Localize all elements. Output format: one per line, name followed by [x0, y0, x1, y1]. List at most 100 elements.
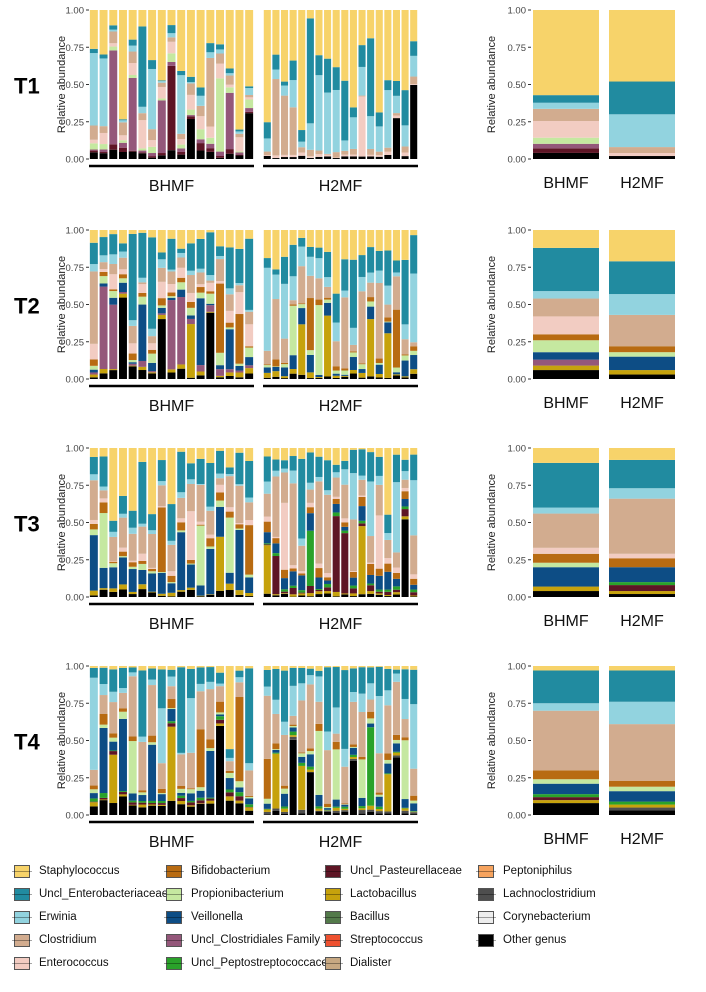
- sample-bar-h2mf-segment: [298, 303, 306, 305]
- sample-bar-h2mf-segment: [410, 41, 418, 56]
- legend-label: Bacillus: [350, 911, 390, 923]
- sample-bar-bhmf-segment: [235, 377, 244, 379]
- sample-bar-h2mf-segment: [272, 158, 280, 159]
- y-axis-label: Relative abundance: [56, 474, 68, 571]
- sample-bar-bhmf-segment: [225, 68, 234, 74]
- sample-bar-bhmf-segment: [109, 536, 118, 562]
- sample-bar-h2mf-segment: [315, 591, 323, 595]
- sample-bar-h2mf-segment: [392, 374, 401, 376]
- sample-bar-bhmf-segment: [128, 805, 137, 815]
- sample-bar-bhmf-segment: [138, 553, 147, 561]
- sample-bar-bhmf-segment: [138, 366, 147, 371]
- mean-bar-h2mf-segment: [609, 780, 675, 787]
- sample-bar-bhmf-segment: [196, 525, 205, 586]
- timepoint-label: T3: [14, 512, 40, 537]
- sample-bar-h2mf-segment: [367, 272, 375, 283]
- sample-bar-h2mf-segment: [263, 809, 271, 812]
- sample-bar-bhmf-segment: [118, 274, 127, 279]
- sample-bar-bhmf-segment: [138, 284, 147, 293]
- sample-bar-bhmf-segment: [216, 10, 225, 45]
- mean-bar-bhmf-segment: [533, 143, 599, 149]
- sample-bar-bhmf-segment: [196, 595, 205, 597]
- sample-bar-bhmf-segment: [235, 529, 244, 591]
- sample-bar-bhmf-segment: [118, 666, 127, 668]
- sample-bar-bhmf-segment: [206, 800, 215, 804]
- mean-bar-h2mf-segment: [609, 585, 675, 592]
- y-tick-label: 0.00: [508, 375, 527, 386]
- sample-bar-h2mf-segment: [349, 747, 357, 755]
- sample-bar-h2mf-segment: [280, 811, 289, 814]
- sample-bar-bhmf-segment: [148, 448, 157, 515]
- sample-bar-h2mf-segment: [341, 811, 349, 815]
- sample-bar-bhmf-segment: [99, 230, 108, 238]
- sample-bar-h2mf-segment: [263, 230, 271, 259]
- mean-bar-bhmf-segment: [533, 591, 599, 597]
- sample-bar-bhmf-segment: [128, 676, 137, 737]
- sample-bar-bhmf-segment: [225, 92, 234, 150]
- sample-bar-h2mf-segment: [349, 701, 357, 745]
- sample-bar-h2mf-segment: [375, 10, 383, 113]
- sample-bar-bhmf-segment: [99, 724, 108, 728]
- sample-bar-h2mf-segment: [384, 763, 392, 774]
- sample-bar-bhmf-segment: [196, 596, 205, 597]
- sample-bar-bhmf-segment: [109, 50, 118, 145]
- sample-bar-h2mf-segment: [410, 595, 418, 597]
- sample-bar-bhmf-segment: [245, 324, 254, 347]
- sample-bar-h2mf-segment: [392, 739, 401, 744]
- sample-bar-bhmf-segment: [206, 681, 215, 690]
- sample-bar-bhmf-segment: [206, 750, 215, 798]
- sample-bar-h2mf-segment: [298, 324, 306, 375]
- sample-bar-h2mf-segment: [289, 107, 297, 155]
- legend-item: Lachnoclostridium: [476, 885, 596, 903]
- sample-bar-h2mf-segment: [298, 545, 306, 572]
- sample-bar-h2mf-segment: [315, 374, 323, 378]
- sample-bar-bhmf-segment: [186, 275, 195, 293]
- sample-bar-bhmf-segment: [167, 230, 176, 239]
- sample-bar-h2mf-segment: [341, 469, 349, 485]
- sample-bar-bhmf-segment: [118, 243, 127, 252]
- sample-bar-h2mf-segment: [315, 481, 323, 564]
- sample-bar-bhmf-segment: [118, 257, 127, 270]
- sample-bar-bhmf-segment: [89, 271, 98, 344]
- y-tick-label: 0.00: [66, 375, 85, 386]
- sample-bar-h2mf-segment: [332, 472, 340, 478]
- sample-bar-bhmf-segment: [186, 324, 195, 378]
- sample-bar-h2mf-segment: [367, 319, 375, 377]
- sample-bar-h2mf-segment: [410, 584, 418, 590]
- sample-bar-bhmf-segment: [216, 255, 225, 260]
- sample-bar-h2mf-segment: [392, 260, 401, 273]
- sample-bar-h2mf-segment: [401, 360, 409, 377]
- mean-bar-bhmf-segment: [533, 291, 599, 299]
- sample-bar-h2mf-segment: [341, 80, 349, 141]
- sample-bar-bhmf-segment: [245, 311, 254, 325]
- sample-bar-h2mf-segment: [410, 589, 418, 593]
- sample-bar-h2mf-segment: [298, 571, 306, 574]
- sample-bar-h2mf-segment: [289, 300, 297, 305]
- y-axis-label: Relative abundance: [486, 692, 498, 789]
- legend-item: Bacillus: [323, 908, 390, 926]
- sample-bar-bhmf-segment: [99, 276, 108, 284]
- sample-bar-bhmf-segment: [138, 802, 147, 805]
- y-tick-label: 0.50: [508, 736, 527, 747]
- sample-bar-bhmf-segment: [118, 551, 127, 557]
- sample-bar-bhmf-segment: [196, 238, 205, 269]
- mean-bar-h2mf-segment: [609, 374, 675, 379]
- mean-bar-bhmf-segment: [533, 95, 599, 103]
- sample-bar-h2mf-segment: [272, 299, 280, 360]
- sample-bar-bhmf-segment: [138, 282, 147, 285]
- sample-bar-h2mf-segment: [367, 306, 375, 320]
- sample-bar-h2mf-segment: [272, 54, 280, 70]
- sample-bar-h2mf-segment: [280, 10, 289, 82]
- sample-bar-bhmf-segment: [157, 788, 166, 794]
- sample-bar-bhmf-segment: [128, 591, 137, 595]
- sample-bar-bhmf-segment: [235, 796, 244, 801]
- legend-swatch: [12, 956, 32, 970]
- sample-bar-h2mf-segment: [392, 594, 401, 597]
- sample-bar-bhmf-segment: [206, 798, 215, 801]
- y-axis-label: Relative abundance: [56, 256, 68, 353]
- sample-bar-h2mf-segment: [324, 490, 332, 495]
- sample-bar-bhmf-segment: [225, 517, 234, 573]
- sample-bar-bhmf-segment: [89, 519, 98, 524]
- sample-bar-h2mf-segment: [272, 699, 280, 714]
- sample-bar-bhmf-segment: [196, 683, 205, 692]
